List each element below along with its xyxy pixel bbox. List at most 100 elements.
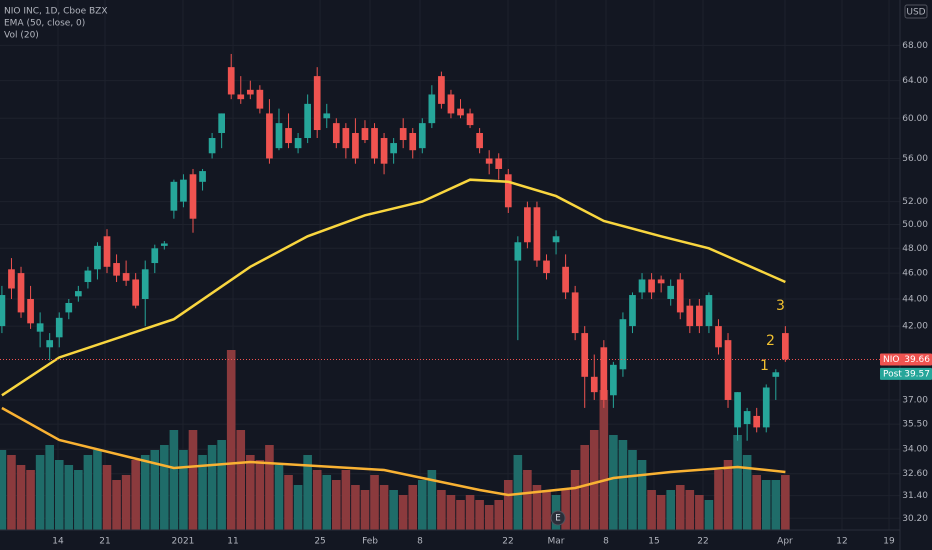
candle-body: [466, 113, 474, 126]
last-price-value: 39.66: [904, 355, 930, 365]
candle-body: [648, 279, 655, 293]
volume-bar: [112, 480, 121, 530]
volume: [0, 350, 790, 530]
volume-bar: [293, 485, 303, 530]
volume-bar: [446, 495, 456, 530]
volume-bar: [494, 500, 504, 530]
earnings-label: E: [555, 514, 561, 524]
volume-bar: [742, 455, 752, 530]
volume-bar: [0, 450, 7, 530]
volume-bar: [599, 390, 609, 530]
candle-body: [237, 94, 245, 100]
candle-body: [495, 158, 503, 169]
volume-bar: [255, 460, 265, 530]
volume-bar: [589, 430, 599, 530]
volume-bar: [179, 450, 188, 530]
candle-body: [552, 236, 560, 243]
candle-body: [332, 123, 340, 144]
candle-body: [782, 333, 789, 360]
y-tick-label: 35.50: [902, 420, 928, 430]
candle-body: [246, 89, 254, 95]
volume-bar: [45, 445, 54, 530]
y-tick-label: 50.00: [902, 220, 928, 230]
candle-body: [294, 138, 302, 149]
currency-box[interactable]: [904, 4, 928, 19]
volume-bar: [246, 455, 255, 530]
volume-bar: [140, 455, 150, 530]
volume-bar: [666, 490, 675, 530]
volume-bar: [465, 495, 475, 530]
volume-bar: [523, 470, 532, 530]
candle-body: [696, 305, 703, 327]
candle-body: [390, 143, 397, 154]
candle-body: [657, 279, 665, 284]
volume-bar: [437, 490, 446, 530]
volume-bar: [752, 475, 761, 530]
earnings-marker[interactable]: [550, 510, 566, 526]
volume-bar: [131, 460, 140, 530]
x-tick-label: Feb: [362, 537, 378, 547]
volume-bar: [628, 450, 637, 530]
volume-bar: [284, 475, 293, 530]
candle-body: [380, 138, 388, 164]
y-tick-label: 32.60: [902, 469, 928, 479]
volume-bar: [236, 430, 246, 530]
price-pane: [0, 53, 789, 441]
y-tick-label: 46.00: [902, 269, 928, 279]
candle-body: [734, 392, 741, 428]
volume-bar: [7, 455, 16, 530]
candle-body: [285, 128, 292, 144]
candle-body: [141, 269, 149, 299]
volume-bar: [389, 490, 398, 530]
volume-bar: [398, 495, 408, 530]
candle-body: [371, 128, 378, 159]
candle-body: [199, 171, 206, 182]
candle-body: [17, 273, 25, 313]
candle-body: [428, 94, 436, 124]
volume-bar: [704, 500, 714, 530]
candle-body: [762, 387, 770, 428]
volume-bar: [54, 460, 64, 530]
last-price-box: [880, 353, 932, 366]
volume-bar: [207, 445, 217, 530]
candle-body: [275, 123, 283, 149]
volume-bar: [322, 475, 332, 530]
volume-bar: [83, 455, 93, 530]
volume-bar: [675, 485, 685, 530]
candle-body: [524, 207, 531, 243]
candle-body: [485, 158, 493, 164]
ema-line: [1, 178, 786, 397]
candle-body: [352, 133, 359, 159]
y-tick-label: 64.00: [902, 76, 928, 86]
candle-body: [619, 319, 627, 370]
candle-body: [151, 248, 159, 264]
candle-body: [581, 333, 589, 377]
candle-body: [753, 415, 761, 428]
candle-body: [667, 285, 675, 299]
volume-bar: [332, 480, 341, 530]
volume-bar: [198, 455, 207, 530]
volume-bar: [379, 485, 389, 530]
candle-body: [218, 113, 225, 134]
candle-body: [590, 376, 598, 393]
volume-bar: [456, 500, 465, 530]
candle-body: [208, 138, 216, 154]
candle-body: [571, 292, 579, 334]
volume-bar: [427, 470, 437, 530]
candle-body: [0, 295, 6, 327]
post-price-name: Post: [883, 369, 902, 379]
volume-bar: [771, 480, 781, 530]
volume-bar: [781, 475, 790, 530]
y-tick-label: 31.40: [902, 491, 928, 501]
volume-bar: [35, 455, 45, 530]
volume-bar: [360, 490, 370, 530]
volume-bar: [733, 435, 742, 530]
volume-bar: [274, 465, 284, 530]
volume-bar: [169, 430, 179, 530]
x-tick-label: 22: [502, 537, 513, 547]
annotation: 1: [760, 358, 769, 374]
y-tick-label: 60.00: [902, 114, 928, 124]
x-tick-label: 14: [52, 537, 64, 547]
y-tick-label: 37.00: [902, 395, 928, 405]
